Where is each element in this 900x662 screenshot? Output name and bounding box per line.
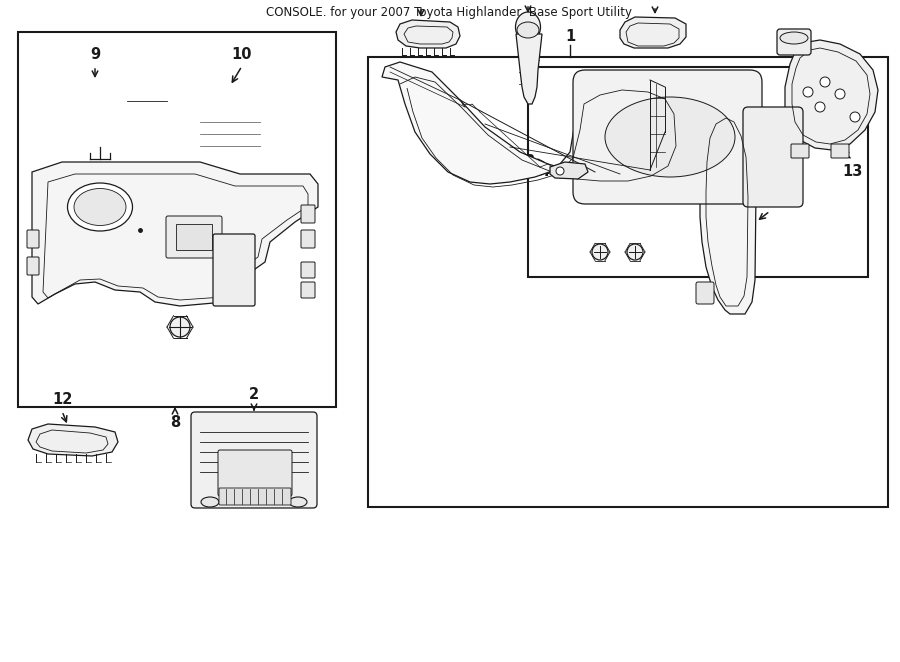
FancyBboxPatch shape	[191, 412, 317, 508]
Bar	[18, 32, 336, 407]
Text: 5: 5	[765, 192, 775, 207]
Ellipse shape	[74, 189, 126, 226]
Ellipse shape	[68, 183, 132, 231]
Polygon shape	[785, 40, 878, 150]
Bar	[528, 67, 868, 277]
Text: 13: 13	[842, 164, 862, 179]
Text: 3: 3	[524, 154, 534, 169]
Text: 9: 9	[90, 47, 100, 62]
Text: 10: 10	[232, 47, 252, 62]
FancyBboxPatch shape	[743, 107, 803, 207]
Polygon shape	[516, 34, 542, 104]
Ellipse shape	[77, 93, 122, 105]
FancyBboxPatch shape	[27, 230, 39, 248]
Ellipse shape	[204, 91, 256, 105]
FancyBboxPatch shape	[696, 282, 714, 304]
Text: CONSOLE. for your 2007 Toyota Highlander  Base Sport Utility: CONSOLE. for your 2007 Toyota Highlander…	[266, 6, 632, 19]
FancyBboxPatch shape	[213, 234, 255, 306]
Polygon shape	[700, 104, 756, 314]
FancyBboxPatch shape	[213, 136, 249, 162]
Bar	[368, 57, 888, 507]
FancyBboxPatch shape	[777, 29, 811, 55]
Polygon shape	[32, 162, 318, 306]
Text: 2: 2	[249, 387, 259, 402]
FancyBboxPatch shape	[219, 488, 291, 505]
Ellipse shape	[516, 12, 541, 42]
Polygon shape	[382, 62, 692, 184]
Text: 4: 4	[540, 164, 550, 179]
Ellipse shape	[780, 32, 808, 44]
FancyBboxPatch shape	[125, 88, 171, 114]
Ellipse shape	[517, 22, 539, 38]
Text: 1: 1	[565, 29, 575, 44]
Text: 6: 6	[650, 0, 660, 2]
Circle shape	[815, 102, 825, 112]
Bar	[176, 224, 212, 250]
FancyBboxPatch shape	[194, 93, 267, 171]
Circle shape	[850, 112, 860, 122]
Ellipse shape	[289, 497, 307, 507]
Circle shape	[820, 77, 830, 87]
FancyBboxPatch shape	[166, 216, 222, 258]
Text: 8: 8	[170, 415, 180, 430]
Text: 7: 7	[416, 0, 426, 2]
FancyBboxPatch shape	[258, 110, 272, 128]
Ellipse shape	[605, 97, 735, 177]
Circle shape	[835, 89, 845, 99]
FancyBboxPatch shape	[27, 257, 39, 275]
Polygon shape	[396, 20, 460, 48]
FancyBboxPatch shape	[831, 144, 849, 158]
Polygon shape	[550, 162, 588, 179]
Ellipse shape	[201, 497, 219, 507]
Polygon shape	[620, 17, 686, 48]
Circle shape	[803, 87, 813, 97]
FancyBboxPatch shape	[218, 450, 292, 496]
FancyBboxPatch shape	[573, 70, 762, 204]
Polygon shape	[28, 424, 118, 456]
Ellipse shape	[197, 87, 263, 107]
FancyBboxPatch shape	[69, 87, 132, 150]
FancyBboxPatch shape	[188, 110, 202, 128]
Text: 12: 12	[52, 392, 72, 407]
Circle shape	[627, 244, 643, 260]
FancyBboxPatch shape	[301, 205, 315, 223]
Circle shape	[170, 317, 190, 337]
FancyBboxPatch shape	[89, 113, 119, 133]
FancyBboxPatch shape	[301, 262, 315, 278]
FancyBboxPatch shape	[301, 282, 315, 298]
Circle shape	[592, 244, 608, 260]
FancyBboxPatch shape	[791, 144, 809, 158]
Circle shape	[556, 167, 564, 175]
FancyBboxPatch shape	[301, 230, 315, 248]
Ellipse shape	[68, 83, 132, 101]
